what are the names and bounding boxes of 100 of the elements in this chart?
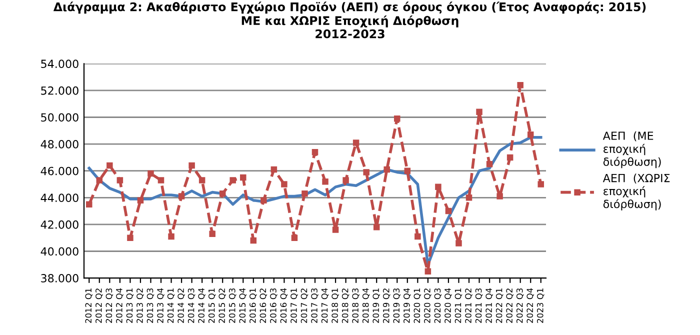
- point: [538, 181, 544, 188]
- x-tick-label: 2018 Q3: [352, 288, 360, 323]
- x-tick-label: 2020 Q3: [434, 288, 442, 323]
- x-tick-label: 2013 Q1: [126, 288, 134, 323]
- x-tick-label: 2019 Q2: [382, 288, 390, 323]
- x-tick-label: 2013 Q4: [157, 288, 164, 323]
- point: [527, 132, 534, 138]
- y-tick-label: 54.000: [41, 60, 78, 68]
- point: [209, 230, 216, 237]
- x-tick-label: 2021 Q4: [486, 288, 493, 323]
- point: [270, 166, 278, 173]
- x-tick-label: 2018 Q4: [362, 288, 370, 323]
- point: [363, 169, 370, 176]
- point: [312, 148, 318, 156]
- x-tick-label: 2012 Q2: [96, 288, 103, 323]
- point: [168, 233, 174, 240]
- x-tick-label: 2017 Q2: [300, 288, 308, 323]
- x-tick-label: 2017 Q4: [321, 288, 329, 323]
- x-tick-label: 2014 Q3: [188, 288, 196, 323]
- point: [506, 154, 514, 161]
- point: [106, 162, 113, 169]
- point: [86, 201, 92, 208]
- x-tick-label: 2021 Q3: [475, 288, 483, 323]
- x-tick-label: 2021 Q1: [454, 288, 462, 323]
- point: [394, 115, 400, 122]
- point: [178, 193, 185, 200]
- point: [127, 234, 134, 241]
- point: [486, 161, 493, 168]
- x-tick-label: 2014 Q1: [167, 288, 175, 323]
- point: [342, 177, 349, 184]
- y-tick-label: 50.000: [41, 113, 78, 122]
- point: [188, 162, 195, 169]
- x-tick-label: 2022 Q2: [506, 288, 514, 323]
- point: [384, 166, 390, 173]
- point: [240, 174, 246, 181]
- x-tick-label: 2019 Q3: [393, 288, 401, 323]
- x-tick-label: 2022 Q1: [496, 288, 504, 323]
- point: [116, 177, 124, 184]
- chart-title: Διάγραμμα 2: Ακαθάριστο Εγχώριο Προϊόν (ΑΕΠ) σε όρους όγκου (Έτος Αναφοράς: 2015) ΜΕ και ΧΩΡΙΣ Εποχική Διόρθωση 2012-2023: [53, 2, 646, 38]
- point: [198, 177, 206, 184]
- x-tick-label: 2015 Q3: [228, 288, 236, 323]
- point: [517, 82, 524, 88]
- point: [260, 197, 267, 204]
- point: [435, 184, 442, 190]
- point: [158, 177, 164, 184]
- x-tick-label: 2015 Q2: [218, 288, 226, 323]
- y-tick-label: 42.000: [40, 220, 78, 229]
- point: [445, 208, 452, 214]
- x-tick-label: 2020 Q4: [444, 288, 452, 323]
- point: [291, 234, 298, 241]
- x-tick-label: 2017 Q1: [290, 288, 298, 323]
- point: [373, 224, 380, 230]
- x-tick-label: 2019 Q1: [372, 288, 380, 323]
- point: [96, 177, 103, 184]
- point: [424, 268, 432, 274]
- x-tick-label: 2013 Q2: [136, 288, 144, 323]
- y-tick-label: 46.000: [40, 166, 78, 176]
- x-tick-label: 2014 Q2: [178, 288, 185, 323]
- point: [476, 108, 482, 116]
- x-tick-label: 2018 Q1: [332, 288, 339, 323]
- point: [352, 140, 360, 146]
- x-tick-label: 2017 Q3: [311, 288, 318, 323]
- point: [332, 226, 339, 233]
- x-tick-label: 2016 Q2: [260, 288, 268, 323]
- x-tick-label: 2020 Q2: [424, 288, 432, 323]
- legend-label: ΑΕΠ (ΜΕ εποχική διόρθωση): [602, 131, 661, 168]
- point: [414, 233, 421, 240]
- point: [302, 190, 308, 197]
- point: [219, 190, 226, 197]
- x-tick-label: 2016 Q1: [250, 288, 257, 323]
- x-tick-label: 2016 Q3: [270, 288, 278, 323]
- point: [281, 181, 288, 188]
- x-tick-label: 2014 Q4: [198, 288, 206, 323]
- point: [322, 178, 328, 185]
- point: [148, 170, 154, 177]
- x-tick-label: 2019 Q4: [404, 288, 411, 323]
- x-tick-label: 2022 Q3: [516, 288, 524, 323]
- point: [466, 194, 472, 201]
- point: [456, 240, 462, 246]
- x-tick-label: 2018 Q2: [342, 288, 350, 323]
- y-tick-label: 48.000: [40, 140, 78, 148]
- point: [230, 177, 236, 184]
- x-tick-label: 2022 Q4: [526, 288, 534, 323]
- point: [496, 193, 503, 200]
- x-tick-label: 2013 Q3: [146, 288, 154, 323]
- x-tick-label: 2015 Q1: [208, 288, 216, 323]
- x-tick-label: 2012 Q3: [106, 288, 114, 323]
- point: [404, 168, 411, 174]
- x-tick-label: 2023 Q1: [536, 288, 544, 323]
- y-tick-label: 38.000: [41, 274, 78, 282]
- x-tick-label: 2016 Q4: [280, 288, 288, 323]
- point: [137, 197, 144, 204]
- x-tick-label: 2021 Q2: [465, 288, 472, 323]
- x-tick-label: 2020 Q1: [414, 288, 422, 323]
- x-tick-label: 2015 Q4: [239, 288, 247, 323]
- y-tick-label: 44.000: [40, 194, 78, 202]
- legend-label: ΑΕΠ (ΧΩΡΙΣ εποχική διόρθωση): [602, 174, 670, 210]
- y-tick-label: 52.000: [41, 86, 78, 95]
- y-tick-label: 40.000: [40, 247, 78, 256]
- x-tick-label: 2012 Q1: [85, 288, 93, 323]
